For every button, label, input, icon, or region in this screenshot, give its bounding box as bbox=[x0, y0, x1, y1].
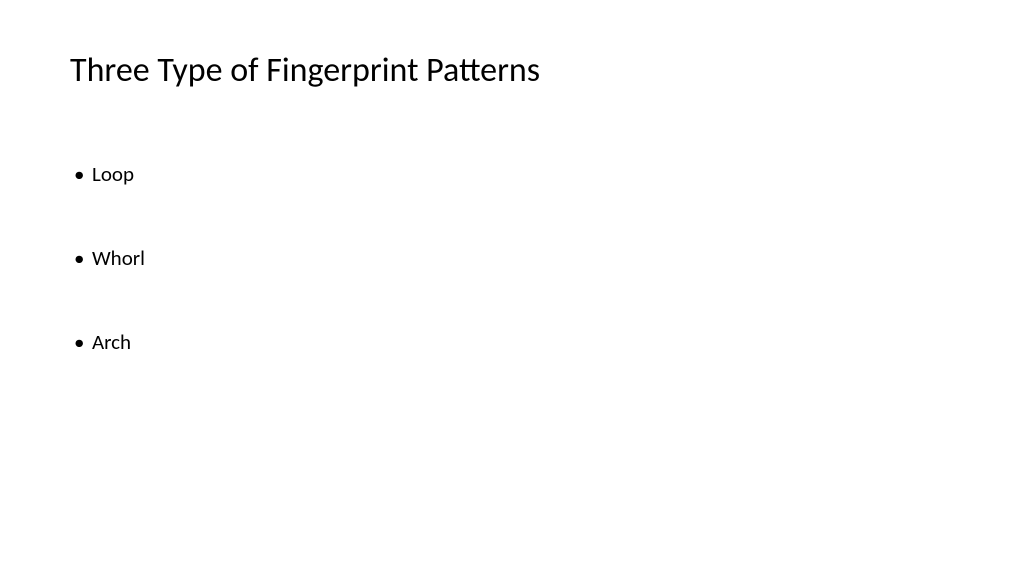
bullet-list: Loop Whorl Arch bbox=[70, 161, 954, 355]
bullet-text: Arch bbox=[92, 329, 131, 355]
bullet-item: Loop bbox=[74, 161, 954, 187]
bullet-text: Whorl bbox=[92, 245, 145, 271]
bullet-text: Loop bbox=[92, 161, 134, 187]
slide-container: Three Type of Fingerprint Patterns Loop … bbox=[0, 0, 1024, 576]
bullet-item: Whorl bbox=[74, 245, 954, 271]
bullet-item: Arch bbox=[74, 329, 954, 355]
slide-title: Three Type of Fingerprint Patterns bbox=[70, 50, 954, 91]
